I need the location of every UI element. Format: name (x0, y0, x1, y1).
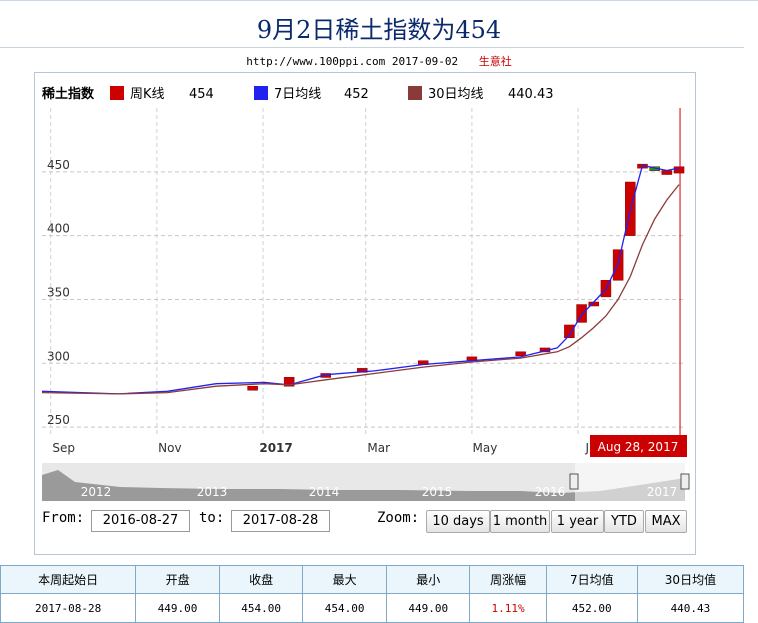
grid-lines (42, 108, 686, 436)
weekly-summary-table: 本周起始日 开盘 收盘 最大 最小 周涨幅 7日均值 30日均值 2017-08… (0, 565, 745, 623)
y-tick-label: 300 (47, 349, 70, 363)
zoom-max-button[interactable]: MAX (645, 510, 687, 533)
table-cell: 2017-08-28 (0, 593, 137, 623)
legend-index-name: 稀土指数 (42, 87, 95, 102)
legend-item-weekly-k[interactable]: 周K线 (110, 86, 165, 104)
legend-swatch-ma30 (408, 86, 422, 100)
source-date: 2017-09-02 (391, 55, 459, 68)
zoom-1-year-button[interactable]: 1 year (551, 510, 604, 533)
legend-label-k: 周K线 (130, 87, 165, 102)
candle (576, 304, 587, 323)
page-title: 9月2日稀土指数为454 (256, 16, 502, 44)
navigator-year-label: 2014 (309, 485, 340, 499)
navigator-handle-right (680, 473, 690, 490)
navigator-year-label: 2015 (422, 485, 453, 499)
table-header: 开盘 (135, 565, 220, 594)
navigator-year-label: 2012 (81, 485, 112, 499)
source-line: http://www.100ppi.com 2017-09-02 生意社 (0, 53, 758, 69)
x-tick-label: Mar (367, 441, 390, 455)
zoom-label: Zoom: (377, 510, 420, 526)
table-cell: 440.43 (636, 593, 745, 623)
table-row: 2017-08-28 449.00 454.00 454.00 449.00 1… (0, 593, 745, 623)
zoom-ytd-button[interactable]: YTD (604, 510, 644, 533)
legend-swatch-k (110, 86, 124, 100)
legend-value-ma30: 440.43 (508, 87, 554, 102)
y-tick-label: 250 (47, 413, 70, 427)
legend-swatch-ma7 (254, 86, 268, 100)
top-border (0, 0, 758, 3)
table-header: 最大 (302, 565, 387, 594)
table-header: 30日均值 (636, 565, 745, 594)
navigator-year-label: 2016 (535, 485, 566, 499)
navigator-year-label: 2017 (647, 485, 678, 499)
zoom-1-month-button[interactable]: 1 month (490, 510, 550, 533)
navigator-area (42, 470, 685, 501)
x-tick-label: Nov (158, 441, 181, 455)
table-header-row: 本周起始日 开盘 收盘 最大 最小 周涨幅 7日均值 30日均值 (0, 565, 745, 594)
tooltip-date: Aug 28, 2017 (598, 440, 679, 454)
x-tick-label: May (473, 441, 498, 455)
ma7-line (41, 164, 680, 395)
zoom-10-days-button[interactable]: 10 days (426, 510, 490, 533)
source-url[interactable]: http://www.100ppi.com (246, 55, 386, 68)
table-header: 7日均值 (545, 565, 638, 594)
legend-value-k: 454 (189, 87, 214, 102)
plot-area (42, 108, 686, 436)
from-label: From: (42, 510, 85, 526)
navigator-year-label: 2013 (197, 485, 228, 499)
table-header: 周涨幅 (469, 565, 547, 594)
table-cell: 454.00 (218, 593, 304, 623)
tooltip-box (590, 435, 687, 457)
x-tick-label: 2017 (259, 441, 292, 455)
series-lines (41, 164, 680, 395)
legend-label-ma7: 7日均线 (274, 87, 322, 102)
y-axis-labels: 450 400 350 300 250 (47, 158, 70, 427)
candle (673, 166, 685, 174)
to-date-input[interactable]: 2017-08-28 (231, 510, 330, 532)
legend-value-ma7: 452 (344, 87, 369, 102)
y-tick-label: 350 (47, 285, 70, 299)
candle (283, 377, 295, 387)
ma30-line (41, 184, 680, 395)
x-axis-labels: SepNov2017MarMayJu (52, 441, 596, 455)
y-tick-label: 450 (47, 158, 70, 172)
crosshair: Aug 28, 2017 (590, 108, 687, 457)
navigator-handle-left (569, 473, 579, 490)
table-cell: 1.11% (469, 593, 547, 623)
table-cell: 449.00 (385, 593, 471, 623)
table-cell: 449.00 (135, 593, 220, 623)
candle (564, 324, 575, 338)
table-header: 本周起始日 (0, 565, 137, 594)
navigator[interactable]: 2012 2013 2014 2015 2016 2017 (42, 463, 690, 501)
legend-item-ma7[interactable]: 7日均线 (254, 86, 321, 104)
table-cell: 452.00 (545, 593, 638, 623)
table-cell: 454.00 (302, 593, 387, 623)
title-divider (0, 47, 744, 48)
legend-label-ma30: 30日均线 (428, 87, 484, 102)
candle (515, 351, 526, 357)
navigator-selection (575, 463, 685, 501)
candle (247, 385, 258, 391)
y-tick-label: 400 (47, 222, 70, 236)
to-label: to: (199, 510, 225, 526)
source-org[interactable]: 生意社 (478, 55, 512, 68)
table-header: 收盘 (218, 565, 304, 594)
from-date-input[interactable]: 2016-08-27 (91, 510, 190, 532)
x-tick-label: Sep (52, 441, 75, 455)
table-header: 最小 (385, 565, 471, 594)
legend-item-ma30[interactable]: 30日均线 (408, 86, 484, 104)
